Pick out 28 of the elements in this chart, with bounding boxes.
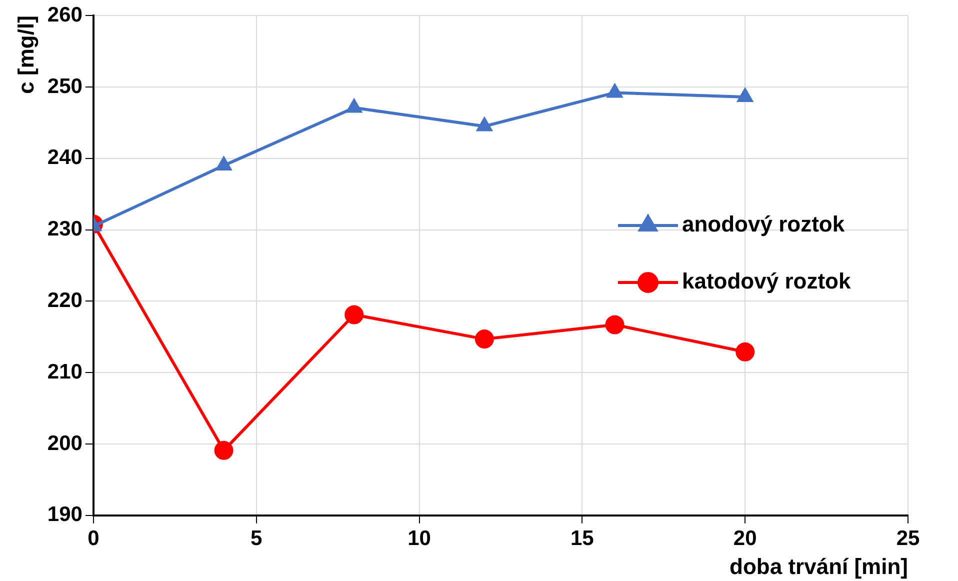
x-tick-label: 0 (88, 526, 100, 550)
point (214, 440, 234, 460)
y-tick-label: 240 (47, 146, 82, 170)
legend-label: katodový roztok (682, 268, 852, 294)
y-tick-label: 250 (47, 74, 82, 98)
point (606, 83, 624, 98)
y-tick-label: 220 (47, 288, 82, 312)
x-tick-label: 20 (733, 526, 757, 550)
y-tick-label: 200 (47, 432, 82, 455)
y-axis-title: c [mg/l] (13, 16, 38, 94)
point (215, 156, 232, 171)
point (736, 87, 754, 102)
y-tick-label: 260 (47, 3, 82, 26)
point (605, 315, 624, 334)
point (346, 98, 362, 113)
point (476, 116, 493, 132)
x-tick-label: 5 (250, 526, 263, 550)
x-tick-label: 10 (408, 526, 431, 550)
x-axis-title: doba trvání [min] (730, 554, 908, 579)
point (736, 342, 755, 362)
y-tick-label: 190 (47, 503, 82, 526)
y-tick-label: 210 (47, 360, 82, 384)
legend-label: anodový roztok (682, 212, 846, 237)
x-tick-label: 15 (570, 526, 594, 550)
x-tick-label: 25 (896, 526, 920, 550)
point (474, 330, 494, 349)
point (344, 305, 364, 324)
y-tick-label: 230 (47, 218, 82, 241)
